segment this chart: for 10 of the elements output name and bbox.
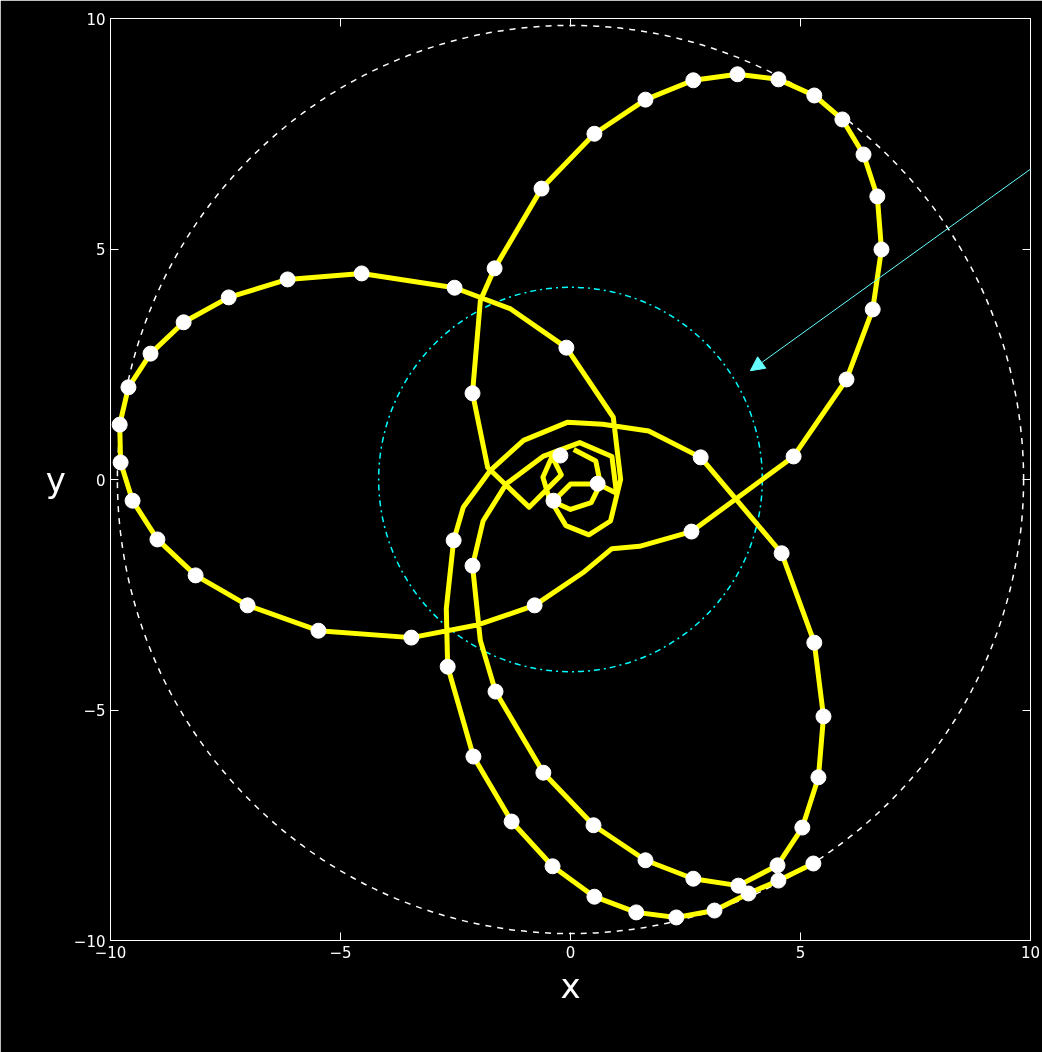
- x-tick-label: 0: [565, 943, 576, 962]
- x-tick-label: 10: [1020, 943, 1041, 962]
- y-tick-label: −5: [83, 702, 106, 720]
- x-axis-title: x: [560, 965, 581, 1006]
- y-tick-label: 5: [95, 241, 106, 259]
- x-tick-label: −5: [329, 943, 352, 962]
- y-tick-label: 10: [86, 10, 106, 29]
- y-axis-title: y: [45, 459, 66, 500]
- y-tick-label: 0: [95, 471, 106, 490]
- x-tick-label: 5: [795, 943, 806, 962]
